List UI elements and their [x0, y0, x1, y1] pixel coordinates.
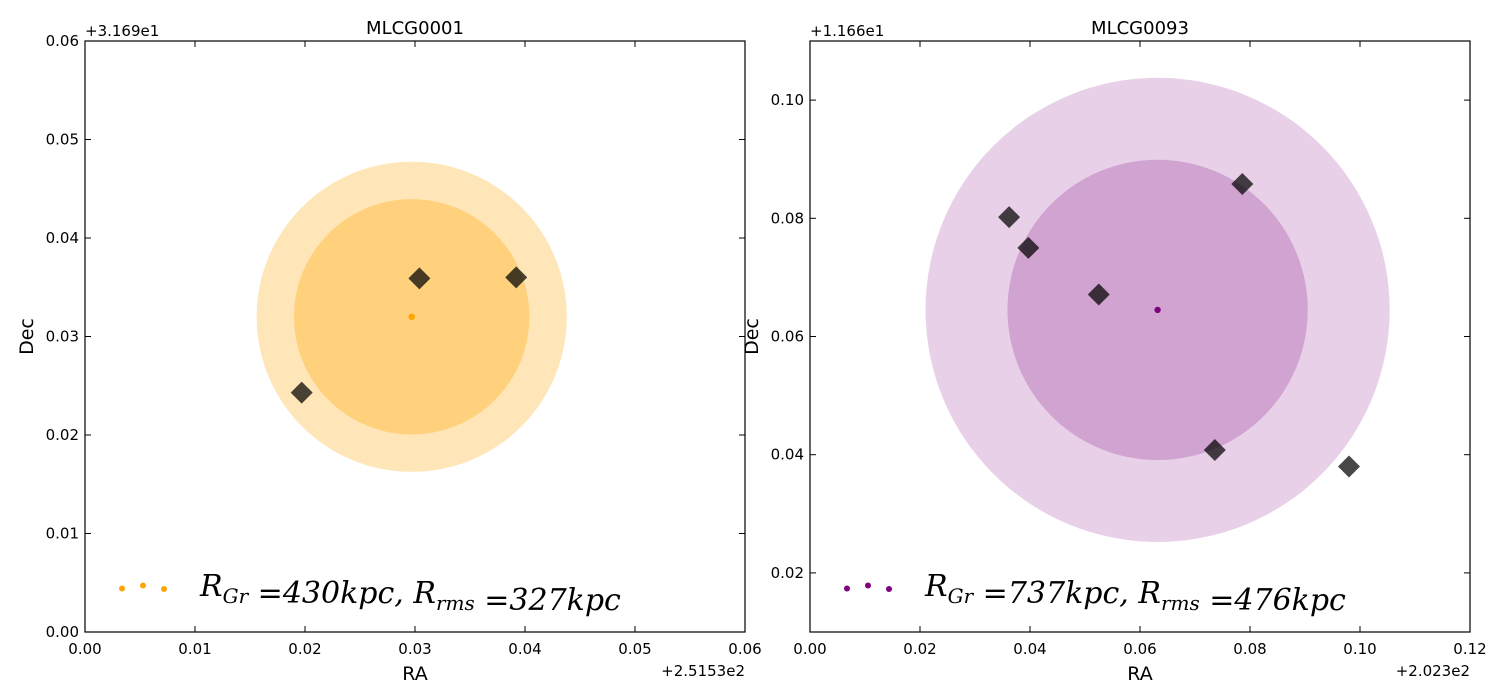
y-tick-label: 0.03 — [46, 328, 79, 346]
plot-area — [925, 77, 1390, 543]
y-tick-label: 0.05 — [46, 131, 79, 149]
x-tick-label: 0.04 — [1013, 640, 1046, 658]
member-galaxy-point — [408, 267, 431, 290]
y-tick-label: 0.04 — [771, 446, 804, 464]
legend-marker-dot — [119, 585, 125, 592]
legend-text-part: , — [394, 576, 413, 611]
x-tick-label: 0.10 — [1343, 640, 1376, 658]
legend-subscript: rms — [1161, 591, 1200, 615]
y-offset-label: +3.169e1 — [85, 22, 159, 40]
legend-subscript: Gr — [223, 584, 250, 608]
y-tick-label: 0.00 — [46, 623, 79, 641]
legend-text: RGr =737kpc, Rrms =476kpc — [924, 569, 1346, 618]
member-galaxy-point — [998, 206, 1021, 229]
legend-marker-dot — [161, 586, 167, 592]
member-galaxy-point — [290, 381, 313, 404]
y-tick-label: 0.06 — [46, 32, 79, 50]
legend-text-part: R — [199, 569, 223, 604]
x-axis-label: RA — [1127, 663, 1152, 685]
y-axis-label: Dec — [741, 318, 763, 355]
legend-text: RGr =430kpc, Rrms =327kpc — [199, 569, 621, 618]
x-tick-label: 0.00 — [68, 640, 101, 658]
chart-title: MLCG0093 — [1091, 18, 1189, 39]
legend-unit: kpc — [1292, 583, 1346, 618]
y-axis-label: Dec — [16, 318, 38, 355]
legend-text-part: =476 — [1200, 583, 1292, 618]
group-center-point — [408, 313, 415, 320]
x-offset-label: +2.023e2 — [1396, 662, 1470, 680]
y-tick-label: 0.08 — [771, 209, 804, 227]
legend-marker-dot — [865, 582, 871, 589]
x-tick-label: 0.02 — [903, 640, 936, 658]
legend-subscript: Gr — [948, 584, 975, 608]
y-tick-label: 0.02 — [46, 426, 79, 444]
y-offset-label: +1.166e1 — [810, 22, 884, 40]
member-galaxy-point — [505, 266, 528, 289]
x-tick-label: 0.08 — [1233, 640, 1266, 658]
x-offset-label: +2.5153e2 — [661, 662, 745, 680]
legend-text-part: =430 — [248, 576, 340, 611]
legend-unit: kpc — [567, 583, 621, 618]
chart-title: MLCG0001 — [366, 18, 464, 39]
x-tick-label: 0.05 — [618, 640, 651, 658]
legend-text-part: =327 — [475, 583, 568, 618]
x-tick-label: 0.06 — [728, 640, 761, 658]
x-tick-label: 0.02 — [288, 640, 321, 658]
member-galaxy-point — [1017, 236, 1040, 259]
chart-panel-mlcg0001: 0.00 0.01 0.02 0.03 0.04 0.05 0.06 0.00 0.01 0.02… — [16, 18, 762, 685]
y-tick-label: 0.04 — [46, 229, 79, 247]
x-tick-label: 0.03 — [398, 640, 431, 658]
legend-marker-dot — [140, 582, 146, 589]
x-tick-label: 0.06 — [1123, 640, 1156, 658]
x-axis-label: RA — [402, 663, 427, 685]
legend-subscript: rms — [436, 591, 475, 615]
chart-panel-mlcg0093: 0.00 0.02 0.04 0.06 0.08 0.10 0.12 0.02 0.04 0.06… — [741, 18, 1487, 685]
member-galaxy-point — [1338, 455, 1360, 478]
legend-unit: kpc — [340, 576, 394, 611]
y-tick-label: 0.01 — [46, 525, 79, 543]
legend-marker-dot — [886, 586, 892, 592]
legend-text-part: , — [1119, 576, 1138, 611]
legend-marker-dot — [844, 585, 850, 592]
member-galaxy-point — [1231, 173, 1254, 196]
legend-unit: kpc — [1065, 576, 1119, 611]
plot-area — [256, 161, 567, 472]
x-tick-label: 0.01 — [178, 640, 211, 658]
x-tick-label: 0.12 — [1453, 640, 1486, 658]
legend-text-part: R — [1137, 576, 1161, 611]
y-tick-label: 0.06 — [771, 328, 804, 346]
x-tick-label: 0.04 — [508, 640, 541, 658]
member-galaxy-point — [1203, 438, 1226, 461]
group-center-point — [1154, 306, 1161, 314]
member-galaxy-point — [1087, 283, 1110, 306]
y-tick-label: 0.02 — [771, 564, 804, 582]
legend-text-part: R — [924, 569, 948, 604]
y-tick-label: 0.10 — [771, 91, 804, 109]
legend-text-part: =737 — [973, 576, 1066, 611]
legend-text-part: R — [412, 576, 436, 611]
x-tick-label: 0.00 — [793, 640, 826, 658]
